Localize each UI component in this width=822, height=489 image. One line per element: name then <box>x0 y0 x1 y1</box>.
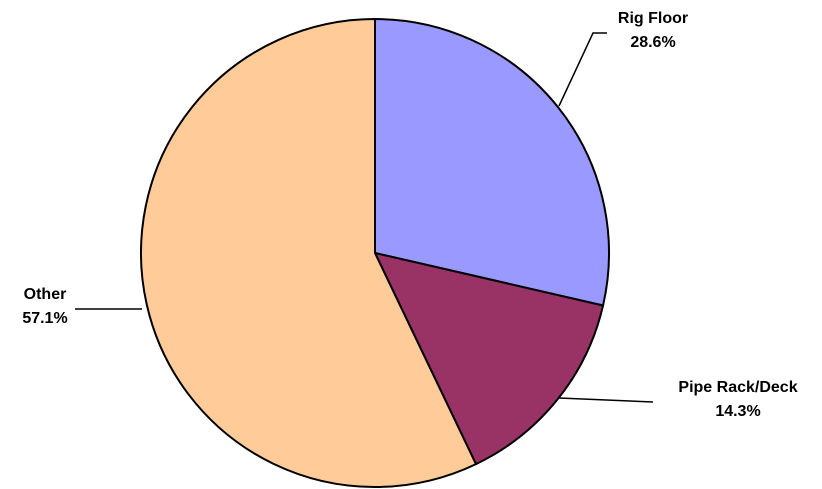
slice-value-pipe-rack-deck: 14.3% <box>715 403 760 420</box>
pie-slice-pipe-rack-deck <box>373 251 605 466</box>
slice-value-other: 57.1% <box>22 310 67 327</box>
leader-line-rig-floor <box>558 32 607 107</box>
slice-label-pipe-rack-deck: Pipe Rack/Deck <box>678 379 797 396</box>
slice-label-other: Other <box>24 286 67 303</box>
pie-slice-other <box>140 17 478 488</box>
pie-slice-rig-floor <box>374 17 610 307</box>
slice-labels: Rig Floor 28.6% Pipe Rack/Deck 14.3% Other 57… <box>22 10 797 420</box>
leader-line-pipe-rack-deck <box>558 397 654 403</box>
leader-lines <box>75 32 654 403</box>
slice-label-rig-floor: Rig Floor <box>618 10 688 27</box>
slice-value-rig-floor: 28.6% <box>630 34 675 51</box>
pie-slices <box>140 17 610 488</box>
